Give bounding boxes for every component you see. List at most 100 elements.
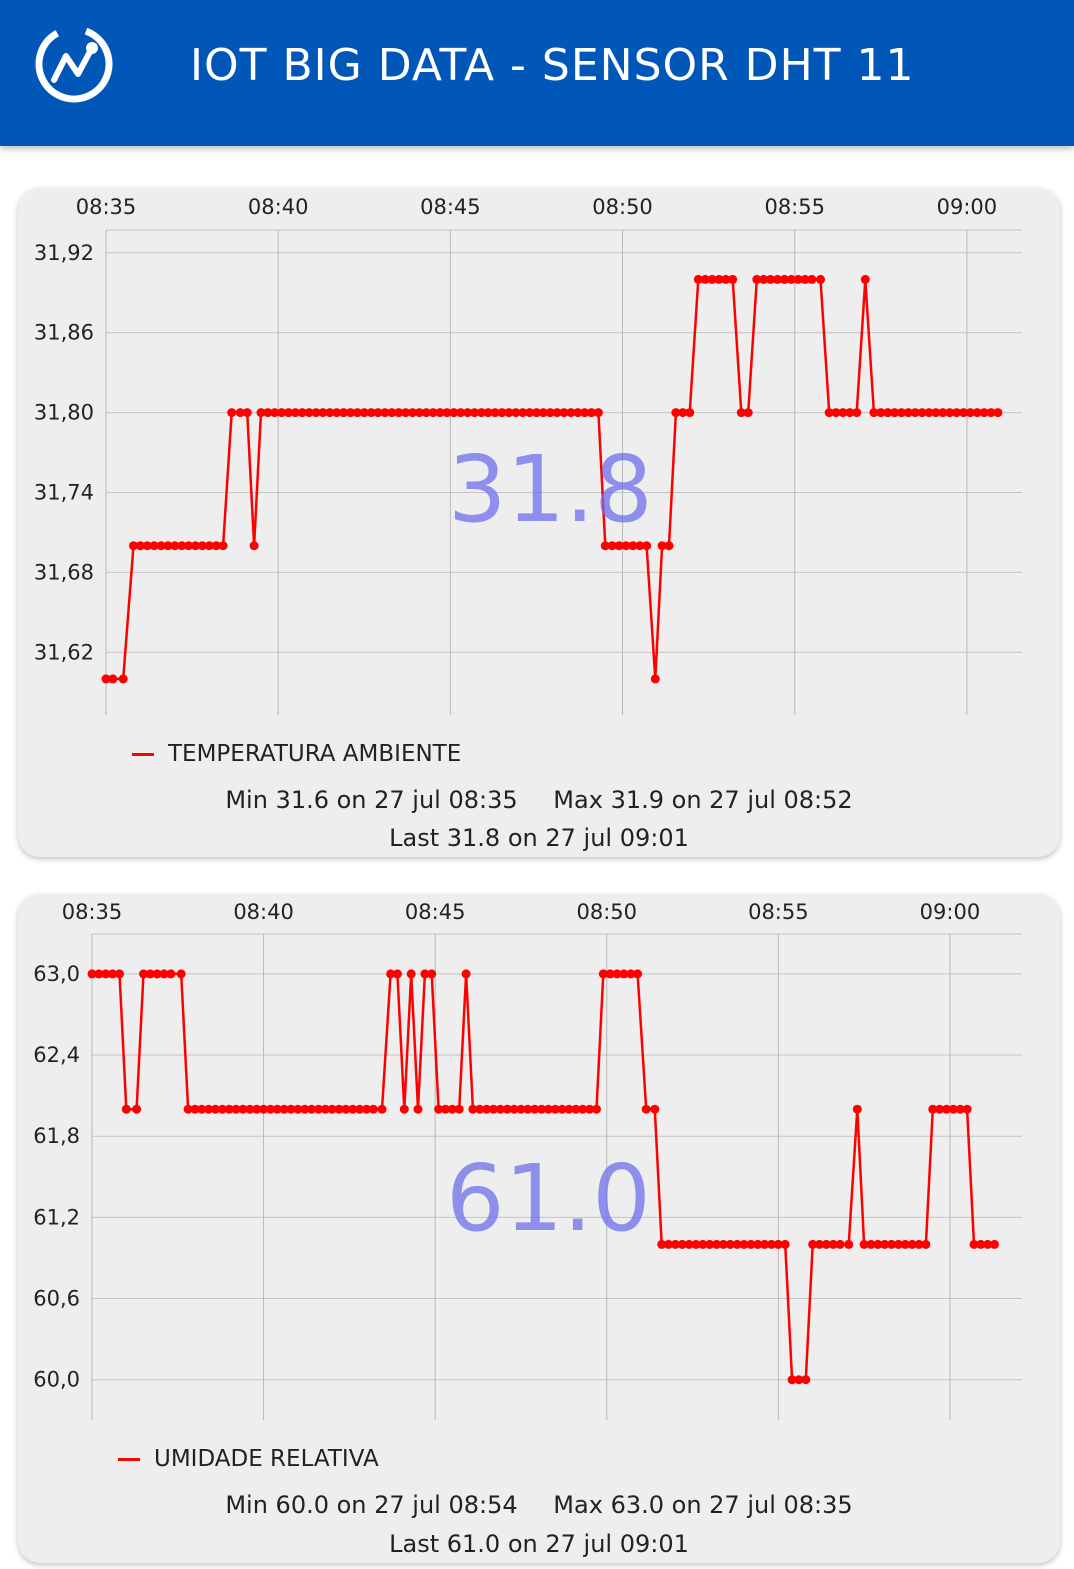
data-point[interactable] bbox=[619, 969, 629, 979]
data-point[interactable] bbox=[824, 408, 834, 418]
data-point[interactable] bbox=[626, 969, 636, 979]
data-point[interactable] bbox=[334, 1104, 344, 1114]
data-point[interactable] bbox=[684, 1239, 694, 1249]
data-point[interactable] bbox=[482, 1104, 492, 1114]
data-point[interactable] bbox=[979, 408, 989, 418]
data-point[interactable] bbox=[304, 408, 314, 418]
data-point[interactable] bbox=[266, 1104, 275, 1114]
data-point[interactable] bbox=[928, 1104, 938, 1114]
data-point[interactable] bbox=[952, 408, 962, 418]
data-point[interactable] bbox=[307, 1104, 317, 1114]
data-point[interactable] bbox=[705, 1239, 715, 1249]
data-point[interactable] bbox=[211, 541, 221, 551]
data-point[interactable] bbox=[852, 408, 862, 418]
data-point[interactable] bbox=[650, 1104, 660, 1114]
data-point[interactable] bbox=[454, 1104, 464, 1114]
data-point[interactable] bbox=[852, 1104, 862, 1114]
data-point[interactable] bbox=[224, 1104, 234, 1114]
data-point[interactable] bbox=[800, 274, 810, 284]
data-point[interactable] bbox=[297, 408, 307, 418]
data-point[interactable] bbox=[578, 1104, 588, 1114]
data-point[interactable] bbox=[132, 1104, 142, 1114]
data-point[interactable] bbox=[286, 1104, 296, 1114]
data-point[interactable] bbox=[177, 541, 187, 551]
data-point[interactable] bbox=[698, 1239, 708, 1249]
data-point[interactable] bbox=[159, 969, 169, 979]
data-point[interactable] bbox=[821, 1239, 831, 1249]
data-point[interactable] bbox=[284, 408, 293, 418]
data-point[interactable] bbox=[807, 274, 817, 284]
data-point[interactable] bbox=[121, 1104, 131, 1114]
data-point[interactable] bbox=[87, 969, 97, 979]
data-point[interactable] bbox=[468, 1104, 478, 1114]
data-point[interactable] bbox=[921, 1239, 931, 1249]
data-point[interactable] bbox=[434, 1104, 444, 1114]
data-point[interactable] bbox=[736, 408, 746, 418]
data-point[interactable] bbox=[94, 969, 104, 979]
data-point[interactable] bbox=[101, 674, 111, 684]
data-point[interactable] bbox=[685, 408, 695, 418]
data-point[interactable] bbox=[986, 408, 996, 418]
data-point[interactable] bbox=[489, 1104, 498, 1114]
data-point[interactable] bbox=[538, 408, 548, 418]
data-point[interactable] bbox=[145, 969, 155, 979]
data-point[interactable] bbox=[447, 1104, 457, 1114]
data-point[interactable] bbox=[657, 1239, 667, 1249]
data-point[interactable] bbox=[816, 274, 825, 284]
data-point[interactable] bbox=[421, 408, 431, 418]
data-point[interactable] bbox=[238, 1104, 248, 1114]
data-point[interactable] bbox=[607, 541, 617, 551]
data-point[interactable] bbox=[580, 408, 590, 418]
data-point[interactable] bbox=[664, 541, 674, 551]
data-point[interactable] bbox=[894, 1239, 903, 1249]
data-point[interactable] bbox=[183, 1104, 193, 1114]
data-point[interactable] bbox=[678, 408, 688, 418]
data-point[interactable] bbox=[948, 1104, 958, 1114]
data-point[interactable] bbox=[903, 408, 913, 418]
data-point[interactable] bbox=[552, 408, 562, 418]
data-point[interactable] bbox=[845, 408, 855, 418]
data-point[interactable] bbox=[831, 408, 841, 418]
data-point[interactable] bbox=[935, 1104, 945, 1114]
data-point[interactable] bbox=[483, 408, 493, 418]
data-point[interactable] bbox=[373, 408, 383, 418]
data-point[interactable] bbox=[955, 1104, 965, 1114]
data-point[interactable] bbox=[456, 408, 466, 418]
data-point[interactable] bbox=[332, 408, 342, 418]
data-point[interactable] bbox=[773, 1239, 783, 1249]
data-point[interactable] bbox=[386, 969, 396, 979]
data-point[interactable] bbox=[346, 408, 355, 418]
data-point[interactable] bbox=[341, 1104, 351, 1114]
data-point[interactable] bbox=[242, 408, 252, 418]
data-point[interactable] bbox=[897, 408, 906, 418]
data-point[interactable] bbox=[516, 1104, 526, 1114]
data-point[interactable] bbox=[571, 1104, 581, 1114]
data-point[interactable] bbox=[509, 1104, 519, 1114]
data-point[interactable] bbox=[566, 408, 576, 418]
data-point[interactable] bbox=[924, 408, 934, 418]
data-point[interactable] bbox=[428, 408, 438, 418]
data-point[interactable] bbox=[435, 408, 445, 418]
data-point[interactable] bbox=[279, 1104, 289, 1114]
data-point[interactable] bbox=[880, 1239, 890, 1249]
data-point[interactable] bbox=[773, 274, 782, 284]
data-point[interactable] bbox=[869, 408, 879, 418]
data-point[interactable] bbox=[721, 274, 731, 284]
data-point[interactable] bbox=[844, 1239, 854, 1249]
data-point[interactable] bbox=[732, 1239, 742, 1249]
data-point[interactable] bbox=[218, 541, 228, 551]
data-point[interactable] bbox=[641, 1104, 651, 1114]
data-point[interactable] bbox=[427, 969, 437, 979]
data-point[interactable] bbox=[700, 274, 710, 284]
data-point[interactable] bbox=[197, 1104, 207, 1114]
data-point[interactable] bbox=[156, 541, 166, 551]
data-point[interactable] bbox=[752, 274, 762, 284]
data-point[interactable] bbox=[249, 541, 259, 551]
data-point[interactable] bbox=[543, 1104, 553, 1114]
humidity-legend[interactable]: UMIDADE RELATIVA bbox=[118, 1446, 379, 1472]
data-point[interactable] bbox=[545, 408, 555, 418]
data-point[interactable] bbox=[366, 408, 376, 418]
data-point[interactable] bbox=[530, 1104, 540, 1114]
data-point[interactable] bbox=[860, 274, 870, 284]
data-point[interactable] bbox=[670, 1239, 680, 1249]
